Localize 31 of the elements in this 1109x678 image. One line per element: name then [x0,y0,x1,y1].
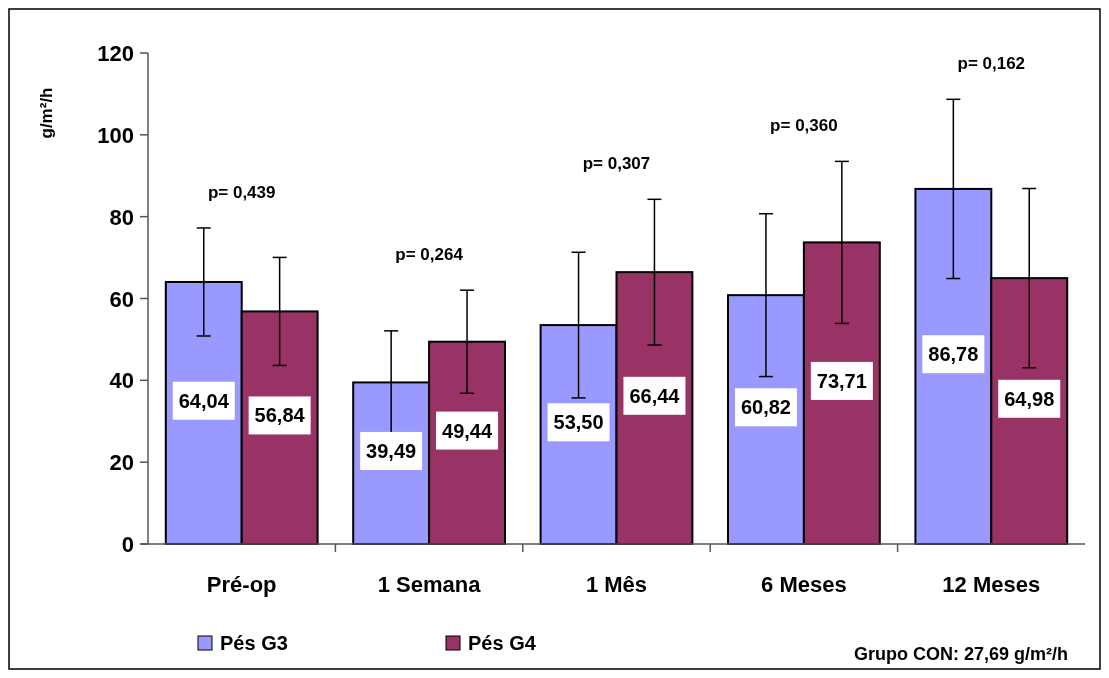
data-label: 60,82 [740,396,791,419]
x-tick-label: 12 Meses [942,572,1041,597]
annotation: p= 0,360 [770,116,838,136]
x-tick-label: Pré-op [206,572,277,597]
data-label: 56,84 [254,404,306,427]
legend-label: Pés G4 [468,632,537,654]
x-tick-label: 1 Mês [585,572,648,597]
x-tick-label: 1 Semana [377,572,482,597]
y-axis-title: g/m²/h [37,87,56,139]
data-label: 49,44 [442,419,493,442]
y-tick-label: 80 [109,204,134,230]
data-label: 86,78 [928,343,979,366]
annotation: p= 0,307 [582,154,651,174]
y-tick-label: 0 [121,532,134,557]
text: Grupo CON: 27,69 g/m²/h [853,644,1068,664]
data-label: 73,71 [816,369,867,392]
data-label: 64,98 [1004,387,1055,410]
data-label: 53,50 [553,411,604,434]
y-tick-label: 100 [97,122,134,148]
x-tick-label: 6 Meses [761,572,847,597]
data-label: 39,49 [366,439,417,462]
data-label: 64,04 [178,389,230,412]
y-tick-label: 60 [109,286,134,312]
y-tick-label: 20 [109,450,134,476]
annotation: p= 0,439 [207,182,276,202]
y-tick-label: 120 [97,41,134,66]
data-label: 66,44 [629,384,681,407]
legend-label: Pés G3 [220,632,288,654]
annotation: p= 0,264 [395,245,464,265]
annotation: p= 0,162 [957,54,1026,74]
y-tick-label: 40 [109,368,134,394]
